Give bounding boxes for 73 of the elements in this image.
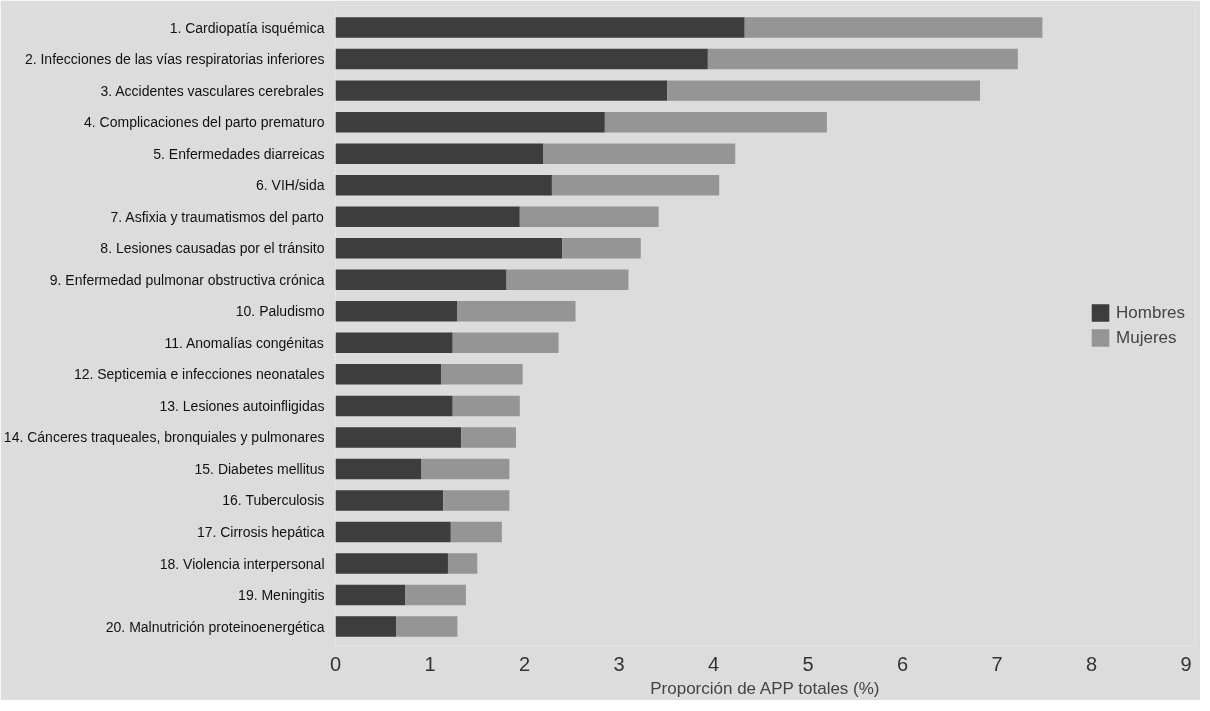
x-tick-label: 2 <box>518 652 531 675</box>
bar <box>335 17 745 38</box>
x-axis-title: Proporción de APP totales (%) <box>650 678 880 698</box>
bar <box>335 301 458 322</box>
x-tick-label: 4 <box>707 652 720 675</box>
bar <box>457 301 576 322</box>
bar <box>441 364 523 385</box>
y-tick-label: 11. Anomalías congénitas <box>164 334 324 351</box>
bar <box>405 584 466 606</box>
bar <box>335 553 448 574</box>
x-tick-label: 3 <box>613 652 625 675</box>
bar <box>335 206 520 227</box>
bar <box>335 48 708 70</box>
bar <box>335 521 451 543</box>
bar <box>335 427 462 448</box>
bar <box>335 111 605 133</box>
bar <box>335 332 453 354</box>
y-tick-label: 10. Paludismo <box>235 303 325 320</box>
bar <box>452 332 559 354</box>
bar <box>707 48 1018 70</box>
bar <box>461 427 517 448</box>
bar <box>335 458 422 480</box>
bar <box>604 111 827 133</box>
y-tick-label: 1. Cardiopatía isquémica <box>169 19 325 36</box>
y-tick-label: 8. Lesiones causadas por el tránsito <box>100 240 325 257</box>
y-tick-label: 3. Accidentes vasculares cerebrales <box>100 82 324 99</box>
bar <box>421 458 510 480</box>
y-tick-label: 19. Meningitis <box>238 587 325 604</box>
y-tick-label: 14. Cánceres traqueales, bronquiales y pulmonares <box>3 429 325 446</box>
bar <box>543 143 736 164</box>
legend-label: Mujeres <box>1116 327 1177 348</box>
y-tick-label: 6. VIH/sida <box>256 177 325 194</box>
bar <box>335 395 453 417</box>
bar <box>443 490 510 511</box>
y-tick-label: 2. Infecciones de las vías respiratorias inferiores <box>24 51 325 68</box>
bar <box>335 269 507 291</box>
bar <box>562 238 641 259</box>
y-tick-label: 13. Lesiones autoinfligidas <box>159 397 325 414</box>
bar <box>447 553 478 574</box>
y-tick-label: 15. Diabetes mellitus <box>194 460 325 477</box>
bar <box>551 174 720 196</box>
legend-label: Hombres <box>1116 302 1185 323</box>
y-tick-label: 5. Enfermedades diarreicas <box>153 145 325 162</box>
bar <box>452 395 520 417</box>
y-tick-label: 20. Malnutrición proteinoenergética <box>105 618 325 635</box>
bar <box>667 80 981 101</box>
bar <box>506 269 629 291</box>
bar <box>335 143 544 164</box>
bar <box>335 490 444 511</box>
x-tick-label: 0 <box>329 652 342 675</box>
y-tick-label: 4. Complicaciones del parto prematuro <box>84 114 325 131</box>
y-tick-label: 17. Cirrosis hepática <box>196 524 325 540</box>
y-tick-label: 16. Tuberculosis <box>222 492 325 509</box>
y-tick-label: 12. Septicemia e infecciones neonatales <box>73 366 325 383</box>
x-tick-label: 6 <box>896 652 909 675</box>
bar <box>335 174 552 196</box>
x-tick-label: 9 <box>1180 652 1192 675</box>
x-tick-label: 8 <box>1085 652 1098 675</box>
bar <box>335 364 442 385</box>
bar <box>450 521 502 543</box>
x-tick-label: 7 <box>991 652 1003 675</box>
bar <box>335 238 563 259</box>
bar <box>519 206 659 227</box>
y-tick-label: 18. Violencia interpersonal <box>159 555 325 572</box>
x-tick-label: 1 <box>424 652 436 675</box>
bar <box>395 616 458 637</box>
bar <box>744 17 1043 38</box>
y-tick-label: 9. Enfermedad pulmonar obstructiva crónica <box>49 271 325 288</box>
bar <box>335 584 406 606</box>
bar <box>335 80 668 101</box>
y-tick-label: 7. Asfixia y traumatismos del parto <box>110 208 324 225</box>
x-tick-label: 5 <box>802 652 814 675</box>
bar <box>335 616 396 637</box>
